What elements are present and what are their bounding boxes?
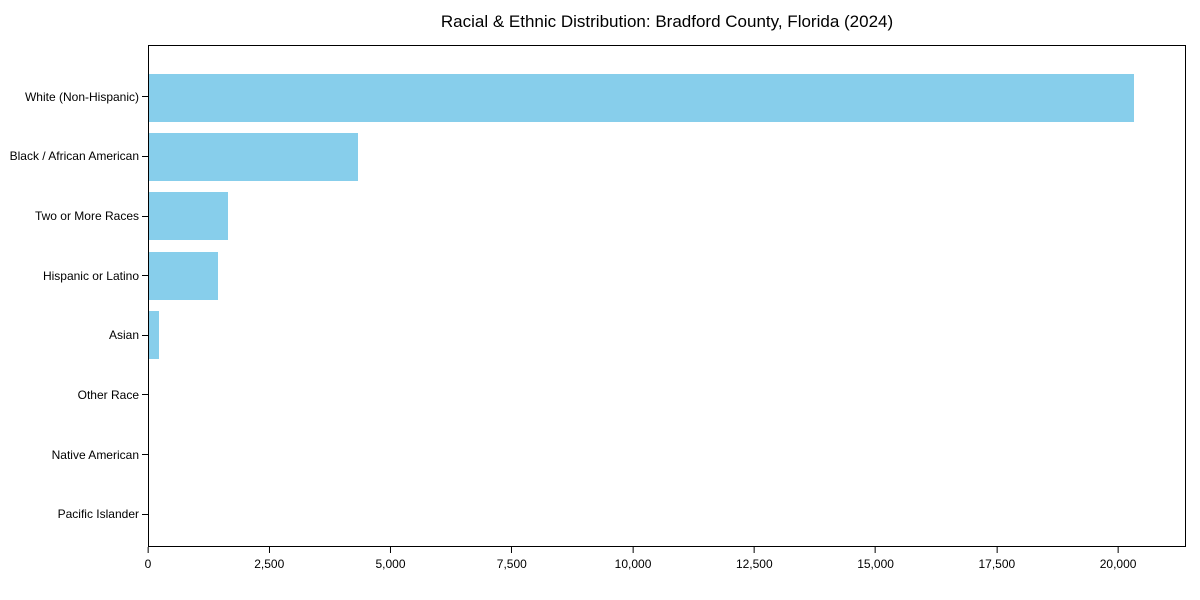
x-axis-tick-mark bbox=[996, 547, 998, 553]
bar bbox=[149, 311, 160, 360]
bar-row bbox=[149, 365, 1185, 424]
bar-row bbox=[149, 306, 1185, 365]
y-axis-row: Two or More Races bbox=[0, 186, 148, 246]
x-axis-tick: 7,500 bbox=[497, 547, 527, 571]
x-axis-tick-mark bbox=[1117, 547, 1119, 553]
x-axis: 0 2,500 5,000 7,500 10,000 12,500 15,000 17,500… bbox=[144, 547, 1186, 592]
y-axis-label: Native American bbox=[51, 447, 139, 462]
y-axis-label: Black / African American bbox=[9, 149, 139, 164]
x-axis-tick: 12,500 bbox=[736, 547, 773, 571]
bar-row bbox=[149, 127, 1185, 186]
y-axis-row: White (Non-Hispanic) bbox=[0, 67, 148, 127]
y-axis-row: Hispanic or Latino bbox=[0, 246, 148, 306]
x-axis-tick-mark bbox=[753, 547, 755, 553]
x-axis-tick-label: 0 bbox=[144, 557, 152, 571]
bar bbox=[149, 251, 218, 300]
x-axis-tick-mark bbox=[268, 547, 270, 553]
bar bbox=[149, 133, 359, 182]
x-axis-tick: 0 bbox=[144, 547, 152, 571]
bar bbox=[149, 73, 1135, 122]
y-axis-label: Hispanic or Latino bbox=[42, 268, 139, 283]
x-axis-tick-mark bbox=[511, 547, 513, 553]
bar-row bbox=[149, 484, 1185, 543]
y-axis: White (Non-Hispanic) Black / African Amer… bbox=[0, 45, 148, 547]
y-axis-row: Pacific Islander bbox=[0, 484, 148, 544]
bar-row bbox=[149, 424, 1185, 483]
y-axis-row: Native American bbox=[0, 425, 148, 485]
x-axis-tick-label: 17,500 bbox=[978, 557, 1016, 571]
x-axis-tick: 17,500 bbox=[978, 547, 1015, 571]
y-axis-row: Asian bbox=[0, 306, 148, 366]
x-axis-tick-mark bbox=[632, 547, 634, 553]
x-axis-tick-label: 12,500 bbox=[735, 557, 773, 571]
y-axis-tick bbox=[142, 454, 148, 456]
x-axis-tick: 10,000 bbox=[614, 547, 652, 571]
y-axis-tick bbox=[142, 513, 148, 515]
bar-row bbox=[149, 187, 1185, 246]
x-axis-tick-label: 2,500 bbox=[254, 557, 285, 571]
y-axis-tick bbox=[142, 155, 148, 157]
plot-area bbox=[148, 45, 1186, 547]
x-axis-tick-label: 7,500 bbox=[496, 557, 527, 571]
chart-title: Racial & Ethnic Distribution: Bradford C… bbox=[440, 12, 894, 31]
bar bbox=[149, 192, 228, 241]
y-axis-label: Other Race bbox=[77, 387, 139, 402]
y-axis-tick bbox=[142, 215, 148, 217]
x-axis-tick-mark bbox=[390, 547, 392, 553]
y-axis-label: White (Non-Hispanic) bbox=[24, 89, 139, 104]
y-axis-tick bbox=[142, 334, 148, 336]
y-axis-label: Two or More Races bbox=[34, 209, 139, 224]
bar-row bbox=[149, 68, 1185, 127]
x-axis-tick: 5,000 bbox=[376, 547, 406, 571]
y-axis-label: Pacific Islander bbox=[57, 507, 139, 522]
y-axis-tick bbox=[142, 275, 148, 277]
bar-row bbox=[149, 246, 1185, 305]
x-axis-tick-mark bbox=[147, 547, 149, 553]
y-axis-label: Asian bbox=[108, 328, 139, 343]
x-axis-tick-label: 10,000 bbox=[614, 557, 652, 571]
x-axis-tick: 20,000 bbox=[1099, 547, 1137, 571]
x-axis-tick-label: 20,000 bbox=[1099, 557, 1137, 571]
x-axis-tick-label: 15,000 bbox=[857, 557, 894, 571]
bars-container bbox=[149, 46, 1185, 546]
x-axis-tick: 2,500 bbox=[254, 547, 284, 571]
y-axis-tick bbox=[142, 96, 148, 98]
y-axis-row: Other Race bbox=[0, 365, 148, 425]
x-axis-tick-label: 5,000 bbox=[375, 557, 406, 571]
y-axis-tick bbox=[142, 394, 148, 396]
x-axis-tick-mark bbox=[875, 547, 877, 553]
x-axis-tick: 15,000 bbox=[857, 547, 894, 571]
y-axis-row: Black / African American bbox=[0, 127, 148, 187]
